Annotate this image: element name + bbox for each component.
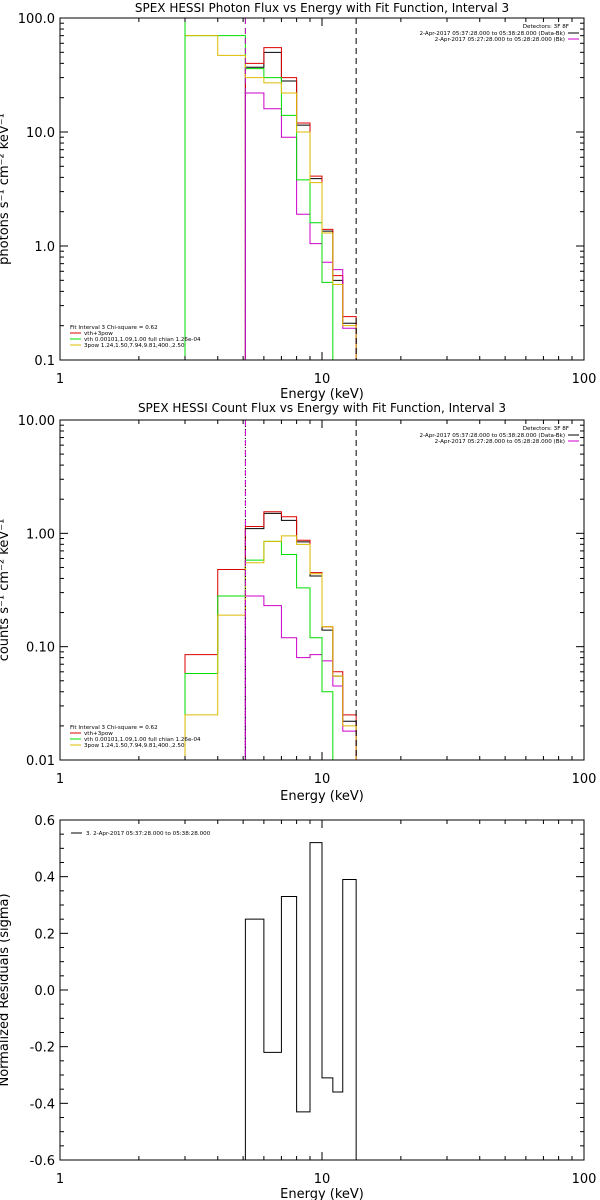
time-legend-entry: 2-Apr-2017 05:27:28.000 to 05:28:28.000 …: [435, 37, 565, 43]
x-tick-label: 1: [56, 772, 64, 787]
fit-legend-entry: vth+3pow: [84, 731, 113, 737]
y-tick-label: 100.0: [18, 12, 55, 27]
series-line-4: [184, 35, 343, 361]
fit-legend-entry: vth 0.00101,1.09,1.00 full chian 1.26e-0…: [84, 337, 201, 343]
y-tick-label: 0.01: [26, 754, 55, 769]
y-tick-label: 0.2: [34, 927, 55, 942]
y-tick-label: 0.10: [26, 641, 55, 656]
y-axis-label: Normalized Residuals (sigma): [0, 893, 12, 1086]
y-tick-label: 0.6: [34, 814, 55, 829]
time-legend-entry: 2-Apr-2017 05:27:28.000 to 05:28:28.000 …: [435, 439, 565, 445]
x-tick-label: 100: [572, 1172, 597, 1187]
fit-legend-entry: 3pow 1.24,1.50,7.94,9.81,400.,2.50: [84, 743, 185, 749]
detectors-label: Detectors: 3F 8F: [523, 24, 569, 30]
x-axis-label: Energy (keV): [280, 789, 364, 804]
x-tick-label: 10: [314, 1172, 331, 1187]
chart-panel-1: SPEX HESSI Photon Flux vs Energy with Fi…: [0, 1, 596, 402]
series-line-5: [184, 535, 357, 760]
fit-legend-entry: 3pow 1.24,1.50,7.94,9.81,400.,2.50: [84, 343, 185, 349]
x-axis-label: Energy (keV): [280, 387, 364, 402]
y-axis-label: photons s⁻¹ cm⁻² keV⁻¹: [0, 113, 12, 265]
y-tick-label: 10.00: [18, 414, 55, 429]
y-tick-label: -0.2: [30, 1041, 55, 1056]
x-tick-label: 10: [314, 772, 331, 787]
chart-title: SPEX HESSI Count Flux vs Energy with Fit…: [138, 401, 506, 415]
series-line-3: [244, 92, 357, 360]
series-line-3: [244, 595, 357, 760]
chart-title: SPEX HESSI Photon Flux vs Energy with Fi…: [135, 1, 509, 15]
series-line-1: [244, 842, 357, 1160]
y-axis-label: counts s⁻¹ cm⁻² keV⁻¹: [0, 519, 12, 662]
x-tick-label: 100: [572, 372, 597, 387]
fit-legend-entry: vth 0.00101,1.09,1.00 full chian 1.26e-0…: [84, 737, 201, 743]
series-line-2: [184, 511, 357, 760]
series-line-1: [244, 51, 357, 360]
y-tick-label: 0.1: [34, 354, 55, 369]
time-legend-entry: 2-Apr-2017 05:37:28.000 to 05:38:28.000 …: [419, 31, 565, 37]
series-line-1: [244, 512, 357, 760]
fit-legend-entry: vth+3pow: [84, 331, 113, 337]
chart-panel-2: SPEX HESSI Count Flux vs Energy with Fit…: [0, 401, 596, 804]
fit-legend-header: Fit Interval 3 Chi-square = 0.62: [70, 325, 158, 331]
series-line-2: [244, 47, 357, 360]
series-line-4: [184, 540, 343, 761]
chart-panel-3: 1 10 100 0.6 0.4 0.2 0.0 -0.2 -0.4 -0.6 Energy (ke…: [0, 814, 596, 1200]
fit-legend-header: Fit Interval 3 Chi-square = 0.62: [70, 725, 158, 731]
y-tick-label: 0.4: [34, 871, 55, 886]
series-line-5: [184, 35, 357, 360]
y-tick-label: 1.00: [26, 527, 55, 542]
x-tick-label: 100: [572, 772, 597, 787]
residual-legend-entry: 3. 2-Apr-2017 05:37:28.000 to 05:38:28.0…: [86, 831, 211, 837]
y-tick-label: 10.0: [26, 126, 55, 141]
y-tick-label: -0.6: [30, 1154, 55, 1169]
y-tick-label: -0.4: [30, 1097, 55, 1112]
x-tick-label: 1: [56, 372, 64, 387]
y-tick-label: 1.0: [34, 240, 55, 255]
time-legend-entry: 2-Apr-2017 05:37:28.000 to 05:38:28.000 …: [419, 433, 565, 439]
x-tick-label: 1: [56, 1172, 64, 1187]
y-tick-label: 0.0: [34, 984, 55, 999]
x-axis-label: Energy (keV): [280, 1187, 364, 1200]
x-tick-label: 10: [314, 372, 331, 387]
detectors-label: Detectors: 3F 8F: [523, 426, 569, 432]
